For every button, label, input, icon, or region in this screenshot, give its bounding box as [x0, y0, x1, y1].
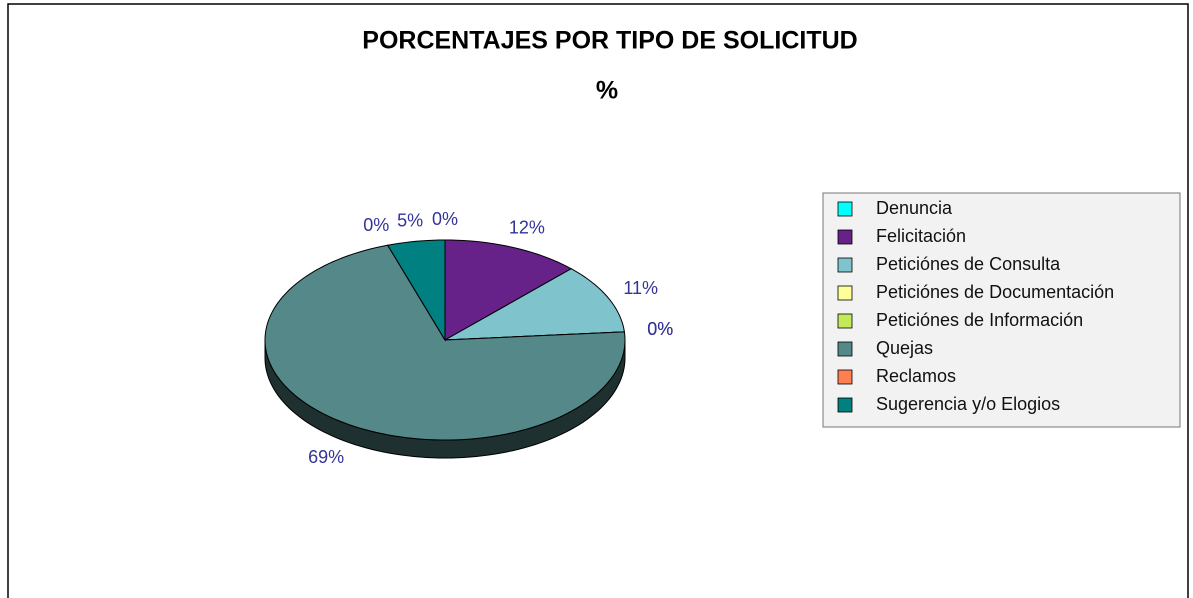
data-label: 12%: [509, 218, 545, 238]
legend-swatch: [837, 229, 853, 245]
legend-swatch: [837, 201, 853, 217]
chart-subtitle: %: [596, 77, 618, 105]
legend-label: Peticiónes de Información: [876, 310, 1083, 330]
pie-slice: [444, 268, 626, 341]
legend-swatch: [837, 257, 853, 273]
legend-label: Peticiónes de Documentación: [876, 282, 1114, 302]
legend-label: Denuncia: [876, 198, 953, 218]
legend-swatch: [837, 397, 853, 413]
data-label: 5%: [397, 210, 423, 230]
data-label: 69%: [308, 447, 344, 467]
legend-box: [822, 192, 1181, 428]
legend-label: Quejas: [876, 338, 933, 358]
legend-swatch: [837, 285, 853, 301]
pie-slice: [386, 239, 446, 342]
legend-swatch: [837, 369, 853, 385]
pie-slice: [264, 244, 626, 441]
legend-label: Sugerencia y/o Elogios: [876, 394, 1060, 414]
legend-swatch: [837, 341, 853, 357]
legend-swatch: [837, 313, 853, 329]
legend-label: Felicitación: [876, 226, 966, 246]
pie-slice: [444, 239, 573, 341]
data-label: 0%: [647, 319, 673, 339]
legend-label: Peticiónes de Consulta: [876, 254, 1061, 274]
chart-title: PORCENTAJES POR TIPO DE SOLICITUD: [362, 27, 857, 55]
data-label: 0%: [647, 319, 673, 339]
legend-label: Reclamos: [876, 366, 956, 386]
data-label: 0%: [363, 215, 389, 235]
data-label: 0%: [432, 209, 458, 229]
data-label: 11%: [623, 278, 658, 298]
